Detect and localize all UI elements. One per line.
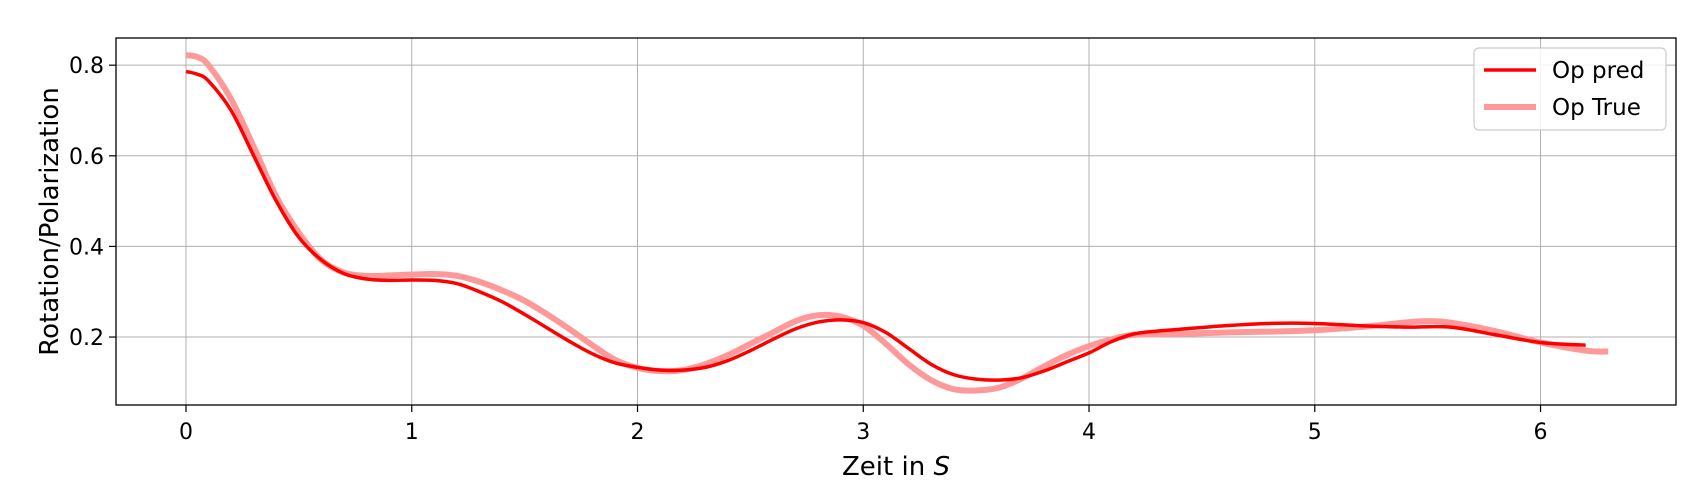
plot-frame: [115, 37, 1677, 406]
y-axis-label: Rotation/Polarization: [35, 87, 65, 356]
x-tick-label: 4: [1082, 420, 1096, 445]
x-tick-label: 2: [631, 420, 645, 445]
axis-ticks: 0 1 2 3 4 5 6 0.2 0.4 0.6 0.8: [69, 54, 1548, 445]
series-lines: [185, 52, 1609, 394]
legend-label: Op pred: [1552, 58, 1644, 84]
x-tick-label: 3: [856, 420, 870, 445]
series-line-op-pred: [185, 69, 1586, 382]
legend: Op pred Op True: [1473, 47, 1667, 131]
x-tick-label: 5: [1308, 420, 1322, 445]
grid-lines: [116, 38, 1676, 405]
x-tick-label: 0: [179, 420, 193, 445]
y-tick-label: 0.4: [69, 235, 104, 260]
legend-label: Op True: [1552, 95, 1641, 121]
x-tick-label: 1: [405, 420, 419, 445]
y-tick-label: 0.6: [69, 145, 104, 170]
y-tick-label: 0.8: [69, 54, 104, 79]
series-line-op-true: [185, 52, 1609, 394]
x-axis-label: Zeit in S: [842, 452, 950, 482]
x-tick-label: 6: [1534, 420, 1548, 445]
y-tick-label: 0.2: [69, 326, 104, 351]
